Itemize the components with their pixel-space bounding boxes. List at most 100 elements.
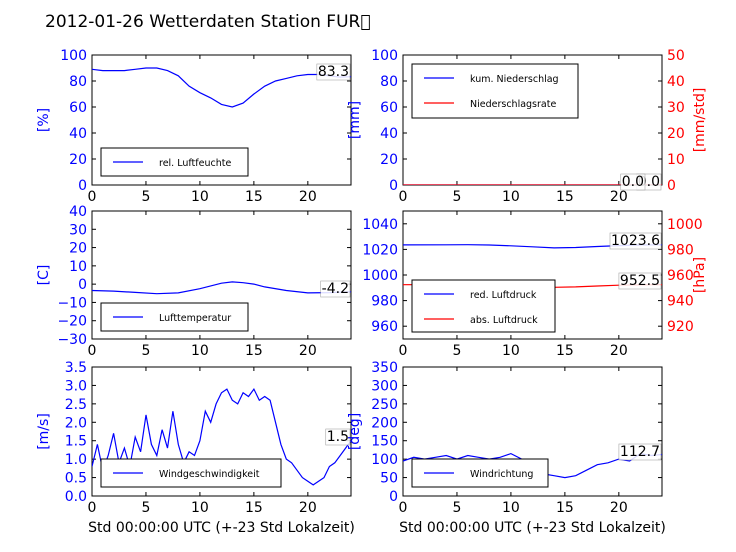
y-tick-label: 100	[371, 452, 398, 468]
value-label-box	[618, 443, 662, 461]
value-label-box	[316, 63, 351, 81]
y-tick-label: 60	[380, 100, 398, 116]
value-label-box	[320, 280, 351, 298]
y-tick-label: 1040	[362, 217, 398, 233]
y-right-tick-label: 50	[667, 48, 685, 64]
series-line-1	[92, 67, 351, 108]
y-right-tick-label: 960	[667, 268, 694, 284]
x-tick-label: 15	[245, 500, 263, 516]
y-tick-label: 40	[380, 126, 398, 142]
x-tick-label: 15	[245, 343, 263, 359]
x-tick-label: 10	[191, 343, 209, 359]
x-axis-label: Std 00:00:00 UTC (+-23 Std Lokalzeit)	[399, 520, 666, 536]
y-axis-label: [C]	[36, 265, 52, 286]
chart-panel-3: 0 5 10 15 20 −30 −20 −10 0 10 20 30 40 [C] Lufttempera…	[36, 204, 352, 359]
x-tick-label: 10	[502, 189, 520, 205]
x-tick-label: 20	[610, 500, 628, 516]
figure-title: 2012-01-26 Wetterdaten Station FUR 	[45, 12, 371, 32]
y-tick-label: 2.5	[65, 397, 87, 413]
x-tick-label: 20	[299, 500, 317, 516]
plot-frame	[402, 366, 663, 497]
x-tick-label: 20	[299, 189, 317, 205]
plot-frame	[91, 366, 352, 497]
x-tick-label: 10	[502, 500, 520, 516]
legend-entry: Windgeschwindigkeit	[159, 469, 260, 480]
y-right-tick-label: 0	[667, 178, 676, 194]
x-tick-label: 15	[245, 189, 263, 205]
y-tick-label: 3.0	[65, 378, 87, 394]
y-tick-label: 30	[69, 222, 87, 238]
x-tick-label: 0	[88, 189, 97, 205]
y-tick-label: 1020	[362, 242, 398, 258]
x-tick-label: 5	[452, 500, 461, 516]
y-tick-label: 100	[371, 48, 398, 64]
y-tick-label: 0.5	[65, 471, 87, 487]
y-tick-label: 960	[371, 319, 398, 335]
y-tick-label: 40	[69, 126, 87, 142]
y-tick-label: 250	[371, 397, 398, 413]
last-value-label: 1023.6	[611, 233, 660, 249]
last-value-label: 112.7	[620, 444, 660, 460]
x-tick-label: 5	[141, 500, 150, 516]
value-label-box	[325, 428, 351, 446]
value-label-box	[620, 173, 646, 191]
y-axis-label-right: [hPa]	[692, 257, 708, 293]
legend-entry: kum. Niederschlag	[470, 74, 559, 85]
last-value-label: 83.3	[318, 64, 349, 80]
x-tick-label: 15	[556, 500, 574, 516]
x-tick-label: 0	[399, 189, 408, 205]
y-tick-label: 2.0	[65, 415, 87, 431]
legend-box	[411, 63, 579, 119]
x-tick-label: 0	[399, 343, 408, 359]
x-tick-label: 0	[88, 343, 97, 359]
x-tick-label: 20	[610, 189, 628, 205]
x-tick-label: 15	[556, 189, 574, 205]
x-tick-label: 10	[191, 189, 209, 205]
y-tick-label: 60	[69, 100, 87, 116]
value-label-box	[609, 232, 662, 250]
y-tick-label: 0.0	[65, 489, 87, 505]
y-tick-label: 150	[371, 434, 398, 450]
y-right-tick-label: 1000	[667, 217, 703, 233]
y-axis-label: [deg]	[347, 413, 363, 450]
last-value-label: -4.2	[322, 281, 349, 297]
chart-panel-2: 0 5 10 15 20 0 20 40 60 80 100 0 10 20 30 40 50 [mm] [mm/s…	[347, 48, 708, 205]
legend-entry: Windrichtung	[470, 469, 533, 480]
chart-panel-1: 0 5 10 15 20 0 20 40 60 80 100 [%] rel. Luftfeuchte 8…	[36, 48, 352, 205]
y-right-tick-label: 20	[667, 126, 685, 142]
y-tick-label: 0	[389, 489, 398, 505]
y-tick-label: 0	[389, 178, 398, 194]
y-tick-label: −30	[57, 332, 87, 348]
y-right-tick-label: 940	[667, 294, 694, 310]
x-axis-label: Std 00:00:00 UTC (+-23 Std Lokalzeit)	[88, 520, 355, 536]
x-tick-label: 0	[88, 500, 97, 516]
y-right-tick-label: 10	[667, 152, 685, 168]
y-axis-label: [%]	[36, 108, 52, 132]
x-tick-label: 10	[502, 343, 520, 359]
y-tick-label: 1.0	[65, 452, 87, 468]
y-right-tick-label: 980	[667, 242, 694, 258]
y-tick-label: 3.5	[65, 360, 87, 376]
last-value-label-2: 0.0	[622, 174, 644, 190]
y-tick-label: 40	[69, 204, 87, 220]
series-line-1	[92, 281, 351, 295]
y-tick-label: 100	[60, 48, 87, 64]
x-tick-label: 0	[399, 500, 408, 516]
y-tick-label: 20	[69, 152, 87, 168]
x-tick-label: 5	[141, 343, 150, 359]
y-tick-label: 20	[69, 241, 87, 257]
legend-entry: Niederschlagsrate	[470, 99, 556, 110]
y-tick-label: 1000	[362, 268, 398, 284]
y-tick-label: 200	[371, 415, 398, 431]
legend-entry: red. Luftdruck	[470, 290, 537, 301]
x-tick-label: 20	[610, 343, 628, 359]
x-tick-label: 10	[191, 500, 209, 516]
y-tick-label: −20	[57, 314, 87, 330]
y-tick-label: 10	[69, 259, 87, 275]
y-tick-label: −10	[57, 295, 87, 311]
y-tick-label: 80	[69, 74, 87, 90]
y-tick-label: 50	[380, 471, 398, 487]
series-line-1	[92, 387, 351, 486]
legend-entry: abs. Luftdruck	[470, 315, 538, 326]
